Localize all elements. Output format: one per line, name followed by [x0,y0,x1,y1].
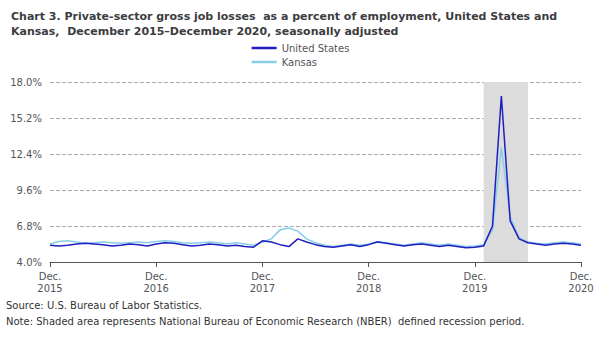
svg-text:2015: 2015 [37,283,62,294]
svg-text:Dec.: Dec. [357,271,380,282]
svg-text:12.4%: 12.4% [10,149,42,160]
svg-text:Dec.: Dec. [464,271,487,282]
svg-text:Dec.: Dec. [39,271,62,282]
svg-text:4.0%: 4.0% [17,257,42,268]
svg-text:15.2%: 15.2% [10,113,42,124]
svg-text:2017: 2017 [250,283,275,294]
svg-text:Dec.: Dec. [570,271,593,282]
svg-text:Kansas, December 2015–Decembe: Kansas, December 2015–December 2020, sea… [11,25,399,38]
svg-text:2016: 2016 [143,283,168,294]
svg-text:Kansas: Kansas [282,57,317,68]
svg-text:United States: United States [282,43,350,54]
svg-text:Dec.: Dec. [145,271,168,282]
svg-text:2019: 2019 [462,283,487,294]
svg-text:2020: 2020 [568,283,593,294]
svg-text:18.0%: 18.0% [10,77,42,88]
svg-text:Dec.: Dec. [251,271,274,282]
svg-text:Source: U.S. Bureau of Labor S: Source: U.S. Bureau of Labor Statistics. [6,300,202,311]
svg-text:Chart 3. Private-sector gross: Chart 3. Private-sector gross job losses… [11,10,557,23]
svg-text:Note: Shaded area represents N: Note: Shaded area represents National Bu… [6,316,524,327]
svg-text:2018: 2018 [356,283,381,294]
svg-text:9.6%: 9.6% [17,185,42,196]
svg-text:6.8%: 6.8% [17,221,42,232]
